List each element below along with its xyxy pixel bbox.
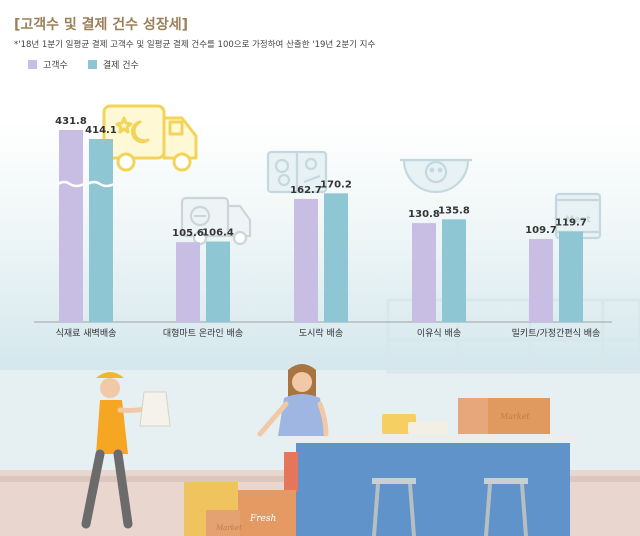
delivery-worker [81,372,171,529]
paper-bag [458,398,488,434]
delivery-truck-icon [102,104,198,172]
data-label: 105.6 [172,228,204,239]
bar-customers-1 [176,242,200,322]
fresh-box [238,490,296,536]
market-box-label: Market [499,412,530,421]
bar-customers-4 [529,239,553,322]
category-label: 도시락 배송 [299,327,343,339]
floor-market-box-label: Market [215,524,242,532]
data-label: 431.8 [55,116,87,127]
white-container [408,422,448,434]
mart-truck-icon [180,196,252,246]
customer-woman [257,364,329,492]
legend-label-customers: 고객수 [43,61,68,71]
data-label: 106.4 [202,228,234,239]
axis-break-mark [57,180,85,188]
data-label: 135.8 [438,205,470,216]
window-frame [386,298,640,374]
bar-payments-1 [206,241,230,322]
data-label: 170.2 [320,179,352,190]
baby-food-bowl-icon [400,158,472,194]
fresh-box-label: Fresh [249,514,276,524]
category-label: 식재료 새벽배송 [56,328,117,339]
bar-customers-3 [412,223,436,322]
bar-payments-2 [324,193,348,322]
data-label: 414.1 [85,125,117,136]
chart-note: *'18년 1분기 일평균 결제 고객수 및 일평균 결제 건수를 100으로 … [14,40,376,50]
legend-swatch-payments [87,60,97,69]
bar-payments-3 [442,219,466,322]
bar-customers-2 [294,198,318,322]
data-label: 109.7 [525,225,557,236]
stool [484,478,528,536]
lunchbox-icon [266,150,328,194]
legend: 고객수 결제 건수 [28,58,139,71]
stool [372,478,416,536]
floor-market-box [206,510,240,536]
foreground-scene: Market Fresh Market [81,364,578,536]
axis-break-mark [87,180,115,188]
category-label: 대형마트 온라인 배송 [163,328,243,339]
data-label: 130.8 [408,209,440,220]
counter-top [286,434,578,443]
legend-swatch-customers [28,60,37,69]
bar-payments-0 [89,139,113,322]
counter-body [296,443,570,536]
bar-payments-4 [559,231,583,322]
category-label: 밀키트/가정간편식 배송 [512,327,601,339]
data-label: 119.7 [555,218,587,229]
bar-customers-0 [59,130,83,322]
meal-kit-package-icon: Meat [554,192,602,240]
market-box [488,398,550,434]
yellow-container [382,414,416,434]
data-label: 162.7 [290,185,322,196]
category-label: 이유식 배송 [417,328,461,339]
meal-kit-label: Meat [565,215,591,225]
chart-title: [고객수 및 결제 건수 성장세] [14,17,188,33]
legend-label-payments: 결제 건수 [102,61,139,71]
